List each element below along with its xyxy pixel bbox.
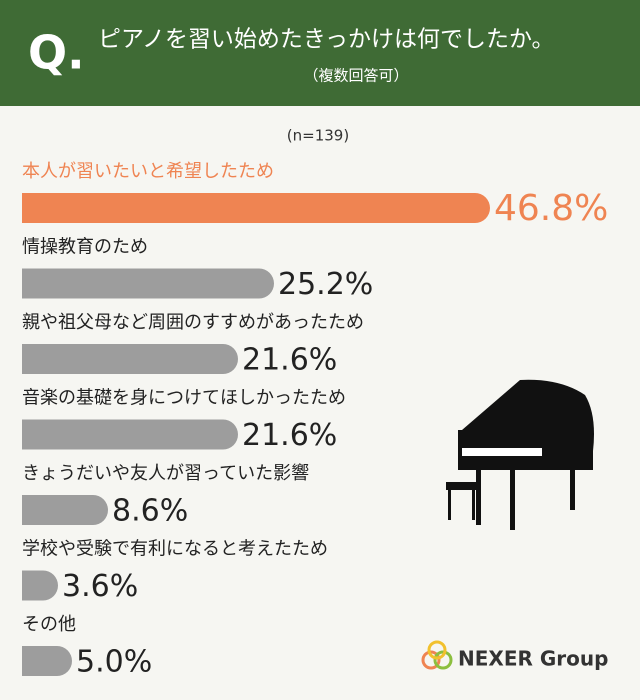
value-label: 8.6% bbox=[112, 494, 188, 529]
logo: NEXER Group bbox=[421, 640, 608, 671]
category-label: 本人が習いたいと希望したため bbox=[22, 161, 274, 182]
bar bbox=[22, 570, 58, 601]
piano-illustration bbox=[446, 379, 594, 530]
brand: NEXER Group bbox=[458, 647, 608, 671]
category-label: その他 bbox=[22, 614, 76, 635]
bar bbox=[22, 646, 72, 676]
bar bbox=[22, 193, 490, 223]
bar bbox=[22, 268, 275, 299]
value-label: 21.6% bbox=[242, 418, 337, 453]
bar bbox=[22, 344, 238, 374]
category-label: 学校や受験で有利になると考えたため bbox=[22, 539, 328, 560]
value-label: 25.2% bbox=[278, 267, 373, 302]
value-label: 21.6% bbox=[242, 343, 337, 378]
subtitle: （複数回答可） bbox=[303, 67, 408, 85]
value-label: 46.8% bbox=[494, 188, 608, 229]
sample-size: (n=139) bbox=[287, 127, 349, 145]
bar bbox=[22, 495, 108, 525]
question-mark: Q. bbox=[28, 26, 85, 80]
category-label: 情操教育のため bbox=[22, 237, 148, 258]
header bbox=[0, 0, 640, 106]
value-label: 5.0% bbox=[76, 645, 152, 680]
category-label: きょうだいや友人が習っていた影響 bbox=[22, 463, 309, 484]
category-label: 親や祖父母など周囲のすすめがあったため bbox=[22, 312, 364, 333]
category-label: 音楽の基礎を身につけてほしかったため bbox=[22, 388, 346, 409]
bar bbox=[22, 419, 239, 450]
value-label: 3.6% bbox=[62, 569, 138, 604]
chart-title: ピアノを習い始めたきっかけは何でしたか。 bbox=[98, 27, 555, 53]
